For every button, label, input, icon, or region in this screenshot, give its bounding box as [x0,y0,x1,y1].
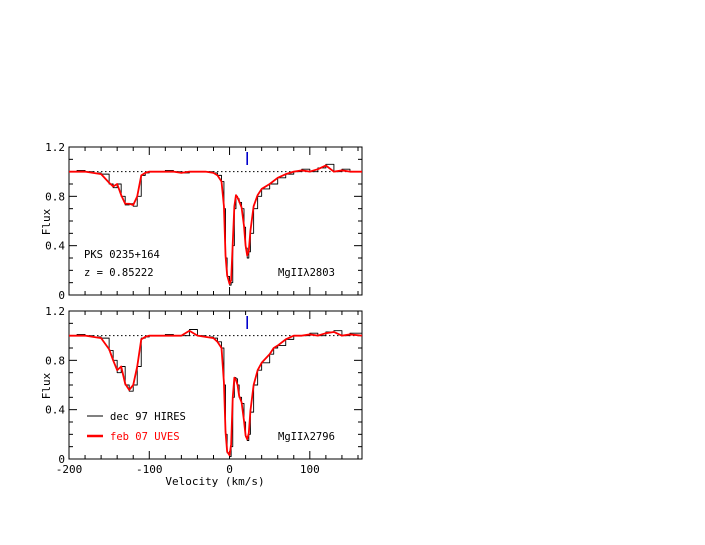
bottom-y-tick-label: 0.4 [45,404,65,417]
top-y-axis-title: Flux [40,208,53,235]
legend-label-uves: feb 07 UVES [110,431,180,443]
top-series-hires [69,163,362,286]
object-name-annotation: PKS 0235+164 [84,249,160,261]
top-panel: 0 0.4 0.8 1.2 PKS 0235+164 z = 0.85222 MgII… [40,141,363,302]
bottom-line-label: MgIIλ2796 [278,431,335,443]
bottom-y-tick-label: 1.2 [45,305,65,318]
bottom-y-tick-label: 0.8 [45,354,65,367]
legend: dec 97 HIRES feb 07 UVES [87,411,186,443]
top-y-tick-label: 0.4 [45,240,65,253]
bottom-y-tick-label: 0 [58,453,65,466]
redshift-annotation: z = 0.85222 [84,267,154,279]
top-y-tick-label: 0 [58,289,65,302]
x-tick-label: 100 [300,463,320,476]
bottom-series-uves [69,329,363,457]
x-axis-title: Velocity (km/s) [165,475,264,488]
x-tick-label: 0 [226,463,233,476]
bottom-panel: -200 -100 0 100 0 0.4 0.8 1.2 dec 97 HIRES feb … [40,305,363,488]
bottom-y-axis-title: Flux [40,372,53,399]
top-y-tick-label: 1.2 [45,141,65,154]
x-tick-label: -200 [56,463,83,476]
top-line-label: MgIIλ2803 [278,267,335,279]
top-series-uves [69,164,362,285]
legend-label-hires: dec 97 HIRES [110,411,186,423]
x-tick-label: -100 [136,463,163,476]
top-y-tick-label: 0.8 [45,190,65,203]
